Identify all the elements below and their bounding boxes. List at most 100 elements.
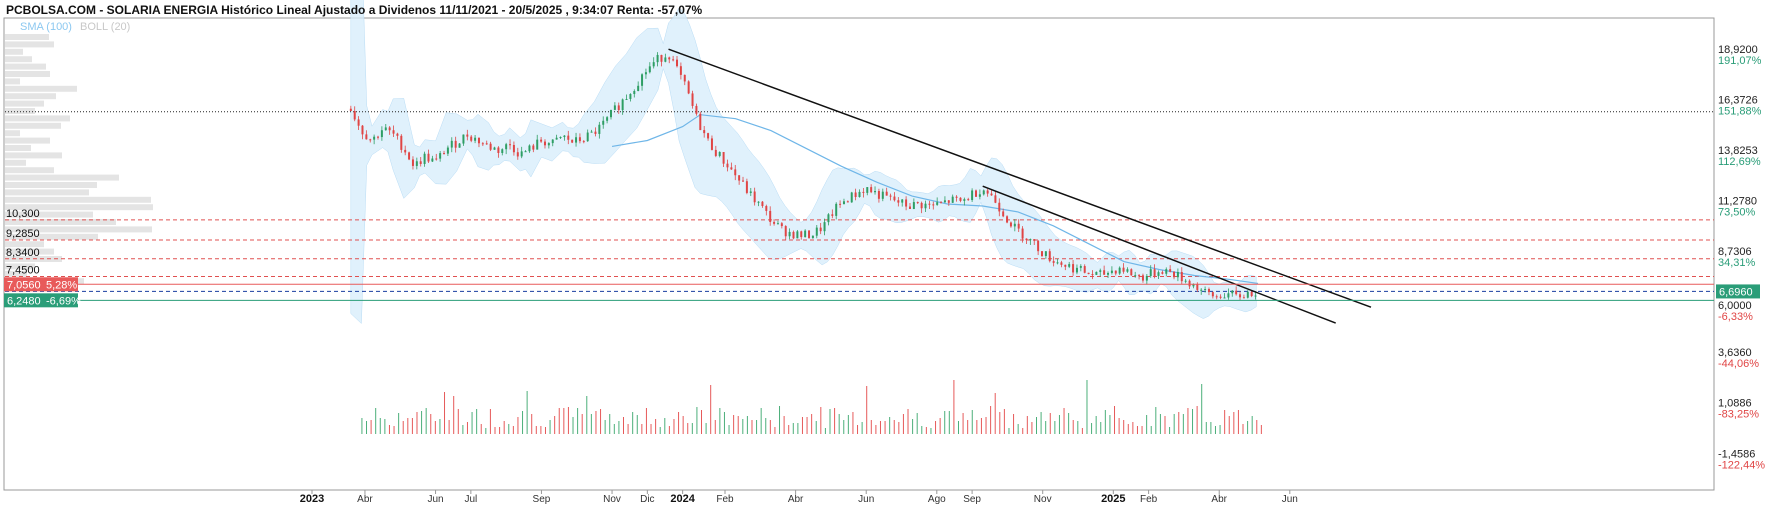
- tag-box: [4, 277, 78, 292]
- volume-bar: [1091, 423, 1093, 434]
- current-price-box: [1716, 284, 1760, 299]
- candle-body: [1227, 293, 1230, 298]
- volume-profile-bar: [5, 63, 46, 70]
- candle-body: [540, 139, 543, 142]
- candle-body: [439, 153, 442, 159]
- x-tick-label: Abr: [1211, 494, 1227, 505]
- volume-bar: [916, 413, 918, 434]
- candle-body: [1211, 292, 1214, 297]
- candle-body: [621, 99, 624, 111]
- volume-bar: [393, 426, 395, 434]
- volume-bar: [1049, 413, 1051, 434]
- volume-bar: [701, 410, 703, 434]
- candle-body: [361, 125, 364, 135]
- volume-bar: [769, 420, 771, 434]
- candle-body: [474, 137, 477, 141]
- volume-bar: [774, 427, 776, 434]
- y-tick-value: 13,8253: [1718, 145, 1758, 157]
- candle-body: [955, 196, 958, 198]
- candle-body: [722, 151, 725, 164]
- volume-bar: [466, 422, 468, 434]
- candle-body: [571, 139, 574, 143]
- volume-bar: [687, 423, 689, 434]
- volume-bar: [1013, 414, 1015, 434]
- volume-bar: [554, 416, 556, 434]
- volume-bar: [788, 425, 790, 434]
- volume-bar: [388, 425, 390, 434]
- candle-body: [796, 231, 799, 239]
- candle-body: [384, 127, 387, 131]
- candle-body: [641, 74, 644, 86]
- volume-bar: [691, 423, 693, 434]
- volume-profile-bar: [5, 159, 26, 166]
- candle-body: [718, 151, 721, 156]
- candle-body: [1037, 240, 1040, 252]
- candle-body: [400, 135, 403, 150]
- candle-body: [1099, 270, 1102, 272]
- candle-body: [404, 149, 407, 153]
- volume-bar: [398, 413, 400, 434]
- volume-bar: [1068, 413, 1070, 434]
- candle-body: [998, 202, 1001, 212]
- volume-bar: [893, 420, 895, 434]
- volume-bar: [962, 413, 964, 434]
- volume-bar: [613, 424, 615, 434]
- volume-bar: [636, 415, 638, 434]
- volume-bar: [673, 419, 675, 434]
- x-tick-label: 2025: [1101, 493, 1125, 505]
- tag-price: 7,0560: [7, 279, 41, 291]
- tag-pct: -6,69%: [46, 295, 81, 307]
- candle-body: [897, 200, 900, 203]
- candle-body: [749, 191, 752, 193]
- chart-title: PCBOLSA.COM - SOLARIA ENERGIA Histórico …: [6, 3, 703, 17]
- volume-bar: [540, 426, 542, 434]
- candle-body: [396, 133, 399, 136]
- candle-body: [932, 204, 935, 206]
- candle-body: [609, 109, 612, 118]
- candle-body: [846, 201, 849, 203]
- volume-profile-bar: [5, 145, 31, 151]
- volume-bar: [935, 421, 937, 434]
- volume-bar: [815, 421, 817, 434]
- volume-bar: [994, 393, 996, 434]
- volume-bar: [742, 419, 744, 434]
- volume-bar: [632, 412, 634, 434]
- candle-body: [415, 161, 418, 166]
- candle-body: [776, 223, 779, 225]
- volume-bar: [861, 422, 863, 434]
- y-tick-pct: 151,88%: [1718, 105, 1762, 117]
- candle-body: [543, 141, 546, 146]
- volume-bar: [1196, 406, 1198, 434]
- volume-bar: [714, 420, 716, 434]
- candle-body: [936, 202, 939, 205]
- candle-body: [757, 201, 760, 203]
- candle-body: [1180, 272, 1183, 282]
- y-tick-value: 11,2780: [1718, 195, 1757, 207]
- tag-price: 6,2480: [7, 295, 41, 307]
- volume-bar: [866, 386, 868, 434]
- candle-body: [369, 139, 372, 141]
- volume-profile-bar: [5, 115, 70, 122]
- candle-body: [1126, 269, 1129, 272]
- candle-body: [1200, 289, 1203, 291]
- candle-body: [1122, 267, 1125, 272]
- volume-bar: [586, 396, 588, 434]
- candle-body: [1239, 294, 1242, 298]
- candle-body: [1110, 270, 1113, 273]
- volume-bar: [655, 419, 657, 434]
- volume-bar: [379, 418, 381, 434]
- candle-body: [1087, 272, 1090, 275]
- volume-bar: [1022, 428, 1024, 434]
- volume-profile-bar: [5, 182, 97, 188]
- volume-bar: [705, 423, 707, 434]
- volume-bar: [746, 416, 748, 434]
- volume-profile-bar: [5, 137, 50, 144]
- candle-body: [357, 119, 360, 126]
- candle-body: [1064, 264, 1067, 267]
- horizontal-levels: 10,300 9,2850 8,3400 7,4500: [5, 111, 1714, 292]
- candle-body: [951, 196, 954, 203]
- candle-body: [633, 91, 636, 95]
- volume-bar: [563, 408, 565, 434]
- volume-bar: [444, 392, 446, 434]
